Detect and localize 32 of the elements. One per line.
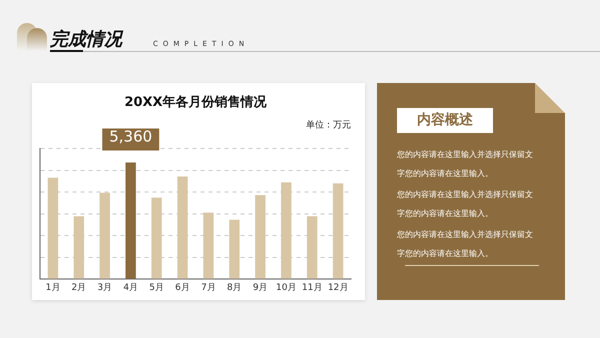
bar	[151, 198, 162, 279]
bar	[281, 182, 292, 279]
x-tick-label: 7月	[201, 282, 216, 293]
x-tick-label: 2月	[72, 282, 86, 293]
bar	[48, 178, 58, 279]
data-label: 5,360	[109, 127, 152, 146]
x-tick-label: 9月	[252, 282, 268, 293]
text: 内容概述	[397, 108, 493, 133]
bar	[229, 220, 240, 279]
x-tick-label: 4月	[123, 282, 138, 293]
text: 您的内容请在这里输入并选择只保留文字您的内容请在这里输入。	[397, 150, 533, 178]
bar	[126, 162, 136, 279]
x-tick-label: 10月	[276, 282, 296, 293]
x-tick-label: 11月	[302, 282, 322, 293]
text: 完成情况	[50, 28, 122, 51]
text: 单位：万元	[306, 119, 351, 130]
bar	[203, 212, 214, 279]
x-tick-label: 1月	[46, 282, 60, 293]
bar	[74, 216, 84, 279]
bar	[255, 195, 266, 279]
x-tick-label: 12月	[328, 282, 348, 293]
x-tick-label: 5月	[149, 282, 164, 293]
chart-title: 20XX年各月份销售情况	[124, 95, 268, 110]
text: 您的内容请在这里输入并选择只保留文字您的内容请在这里输入。	[397, 230, 533, 258]
x-tick-label: 8月	[227, 282, 242, 293]
text: 您的内容请在这里输入并选择只保留文字您的内容请在这里输入。	[397, 190, 533, 218]
x-tick-label: 3月	[97, 282, 112, 293]
bar	[306, 216, 318, 279]
bar	[100, 192, 110, 279]
x-tick-label: 6月	[175, 282, 190, 293]
bar	[332, 183, 344, 279]
bar	[177, 176, 188, 279]
